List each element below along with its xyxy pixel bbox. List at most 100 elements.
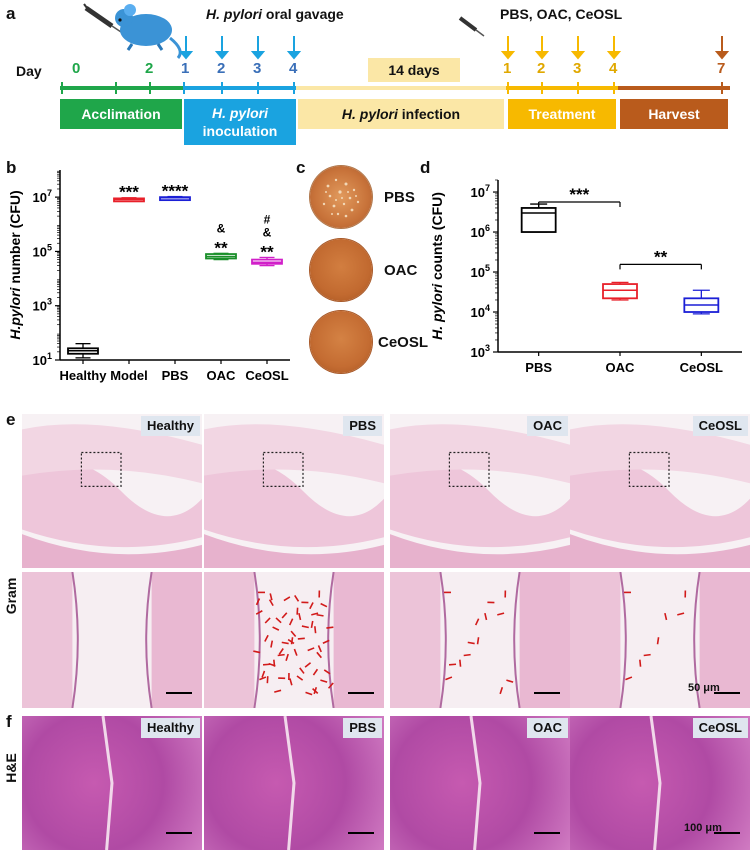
box-iqr — [520, 207, 557, 233]
box-iqr — [602, 283, 638, 300]
treatment-arrows — [500, 36, 622, 60]
box-pbs — [159, 195, 191, 202]
tissue-overview — [22, 424, 202, 568]
plate-ceosl-image — [310, 311, 372, 373]
gram-scale-bar — [166, 692, 192, 694]
box-oac — [205, 252, 237, 261]
x-tick-label: OAC — [207, 368, 237, 383]
panel-c-letter: c — [296, 158, 306, 177]
he-image-oac — [390, 716, 570, 850]
inoculation-arrows — [178, 36, 302, 60]
he-scale-bar — [534, 832, 560, 834]
harvest-day-7: 7 — [717, 60, 726, 77]
y-tick-label: 104 — [471, 303, 490, 320]
treat-day-3: 3 — [573, 60, 582, 77]
box-ceosl — [251, 256, 283, 267]
gram-zoom-image-ceosl — [570, 572, 750, 708]
chart-b-cfu-number: 101 103 105 107 Healthy Model PBS OAC CeOSL H.pyl… — [7, 170, 290, 383]
y-tick-label: 105 — [33, 242, 52, 259]
bracket-label: ** — [654, 247, 668, 266]
y-tick-label: 107 — [471, 183, 490, 200]
gram-overview-image-pbs — [204, 414, 384, 568]
gram-scale-label: 50 μm — [688, 682, 720, 694]
colony-dots — [322, 178, 360, 218]
tissue-overview — [204, 424, 384, 568]
gram-row-label-box: Gram — [2, 568, 20, 628]
syringe-icon-right — [458, 16, 485, 37]
inoc-day-2: 2 — [217, 60, 226, 77]
gram-scale-bar — [348, 692, 374, 694]
phase-acclimation: Acclimation — [60, 99, 182, 129]
y-axis-label: H. pylori counts (CFU) — [429, 192, 445, 340]
gram-row-label: Gram — [3, 577, 19, 615]
gram-zoom-image-oac — [390, 572, 570, 708]
tissue-zoom — [390, 572, 570, 708]
he-scale-bar — [348, 832, 374, 834]
box-pbs — [520, 203, 557, 233]
he-row-label-box: H&E — [2, 740, 20, 800]
panel-d-letter: d — [420, 158, 431, 177]
significance-mark: **** — [162, 182, 189, 201]
plate-pbs-label: PBS — [384, 189, 415, 206]
treatment-agents-label: PBS, OAC, CeOSL — [500, 6, 623, 22]
timeline-figure — [60, 3, 730, 94]
bracket-label: *** — [569, 185, 589, 204]
plate-oac-label: OAC — [384, 262, 418, 279]
y-tick-label: 103 — [33, 297, 52, 314]
x-tick-label: PBS — [525, 360, 552, 375]
x-tick-label: CeOSL — [680, 360, 723, 375]
box-oac — [602, 281, 638, 301]
y-tick-label: 101 — [33, 351, 52, 368]
inoc-day-1: 1 — [181, 60, 190, 77]
gram-tag-pbs: PBS — [343, 416, 382, 436]
significance-mark: ** — [214, 238, 228, 257]
treat-day-2: 2 — [537, 60, 546, 77]
inoc-day-4: 4 — [289, 60, 298, 77]
day-2: 2 — [145, 60, 154, 77]
plate-oac-image — [310, 239, 372, 301]
inoc-day-3: 3 — [253, 60, 262, 77]
gram-tag-ceosl: CeOSL — [692, 416, 748, 436]
significance-mark: *** — [119, 183, 139, 202]
panel-a-letter: a — [6, 4, 16, 23]
he-scale-bar — [166, 832, 192, 834]
box-model — [113, 197, 145, 203]
box-healthy — [67, 343, 99, 359]
he-row-label: H&E — [3, 753, 19, 783]
panel-f-letter: f — [6, 712, 12, 731]
gram-overview-image-ceosl — [570, 414, 750, 568]
he-image-healthy — [22, 716, 202, 850]
tissue-zoom — [22, 572, 202, 708]
phase-inoculation: H. pylori inoculation — [184, 99, 296, 145]
he-tag-oac: OAC — [527, 718, 568, 738]
chart-d-cfu-counts: 103 104 105 106 107 PBS OAC CeOSL H. pylori coun… — [429, 179, 742, 375]
y-axis-label: H.pylori number (CFU) — [7, 190, 23, 339]
phase-infection: H. pylori infection — [298, 99, 504, 129]
he-tag-healthy: Healthy — [141, 718, 200, 738]
phase-harvest: Harvest — [620, 99, 728, 129]
he-image-pbs — [204, 716, 384, 850]
he-tag-ceosl: CeOSL — [692, 718, 748, 738]
significance-mark: # — [264, 212, 271, 226]
gram-overview-image-oac — [390, 414, 570, 568]
mouse-icon — [115, 4, 182, 59]
he-scale-bar — [714, 832, 740, 834]
treat-day-4: 4 — [609, 60, 618, 77]
gram-overview-image-healthy — [22, 414, 202, 568]
gram-tag-healthy: Healthy — [141, 416, 200, 436]
gavage-label: H. pylori oral gavage — [206, 6, 344, 22]
tissue-overview — [570, 424, 750, 568]
box-ceosl — [683, 289, 720, 315]
gap-14-days: 14 days — [368, 58, 460, 82]
tissue-he — [101, 716, 114, 850]
significance-mark: & — [217, 221, 226, 235]
gram-tag-oac: OAC — [527, 416, 568, 436]
panel-e-letter: e — [6, 410, 16, 429]
gram-zoom-image-healthy — [22, 572, 202, 708]
significance-mark: & — [263, 225, 272, 239]
gram-scale-bar — [534, 692, 560, 694]
tissue-overview — [390, 424, 570, 568]
plate-ceosl-label: CeOSL — [378, 334, 429, 351]
harvest-arrow — [714, 36, 730, 60]
x-tick-label: Healthy — [60, 368, 108, 383]
